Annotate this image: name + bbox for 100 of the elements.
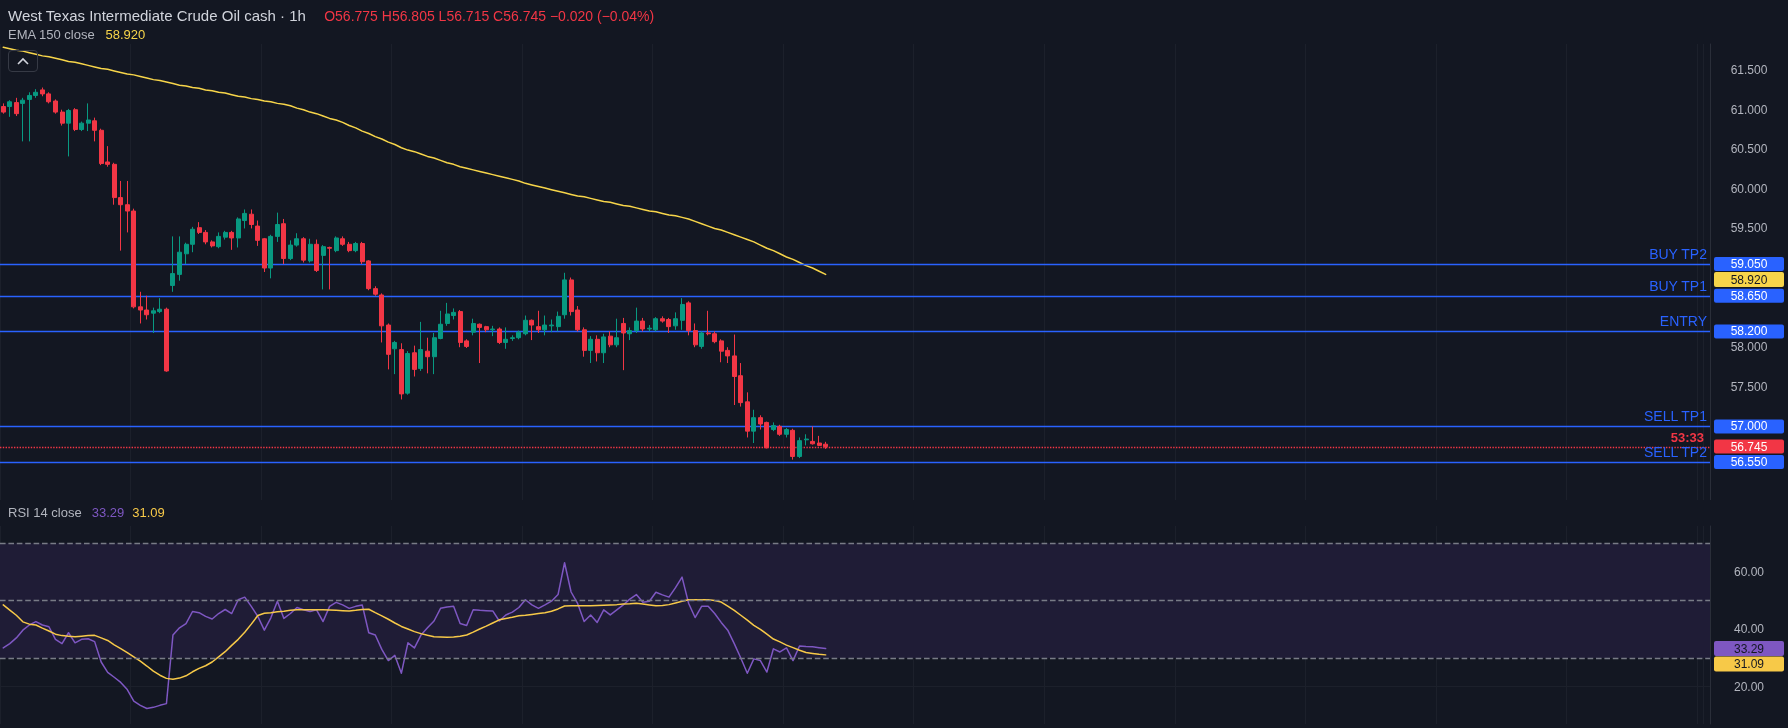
ref-line-label: SELL TP1: [1643, 408, 1708, 425]
candlestick: [608, 330, 613, 348]
candlestick: [73, 107, 78, 132]
y-tick-label: 60.500: [1730, 142, 1768, 157]
candlestick: [680, 297, 685, 331]
candlestick: [66, 108, 71, 157]
y-tick-label: 20.00: [1733, 679, 1765, 694]
ref-line-label: BUY TP1: [1649, 277, 1708, 294]
candlestick: [347, 241, 352, 253]
candlestick: [640, 317, 645, 332]
y-tick-label: 58.200: [1730, 324, 1768, 339]
candlestick: [262, 237, 267, 273]
candlestick: [92, 117, 97, 142]
candlestick: [275, 212, 280, 243]
candlestick: [314, 239, 319, 273]
candlestick: [79, 121, 84, 132]
candlestick: [699, 330, 704, 350]
candlestick: [177, 235, 182, 282]
candlestick: [281, 218, 286, 265]
y-tick-label: 59.050: [1730, 257, 1768, 272]
candlestick: [588, 335, 593, 364]
y-tick-label: 58.000: [1730, 340, 1768, 355]
candlestick: [771, 421, 776, 432]
line-series: [2, 599, 827, 680]
text: 58.920: [1730, 272, 1768, 287]
candlestick: [308, 238, 313, 263]
candlestick: [223, 230, 228, 241]
candlestick: [556, 311, 561, 332]
y-tick-label: 57.500: [1730, 379, 1768, 394]
ref-line-label: SELL TP2: [1643, 444, 1708, 460]
annotation: 53:33: [1670, 429, 1704, 445]
candlestick: [777, 424, 782, 437]
candlestick: [477, 322, 482, 364]
candlestick: [164, 307, 169, 373]
candlestick: [529, 319, 534, 341]
text: O56.775 H56.805 L56.715 C56.745 −0.020 (−0.04%): [324, 8, 655, 24]
candlestick: [7, 99, 12, 118]
ref-line-label: BUY TP2: [1649, 246, 1708, 263]
candlestick: [425, 337, 430, 374]
candlestick: [490, 325, 495, 337]
series-label: EMA 150 close: [8, 27, 95, 42]
candlestick: [418, 321, 423, 372]
candlestick: [601, 333, 606, 364]
candlestick: [399, 342, 404, 400]
text: 33.29: [91, 505, 125, 520]
text: 31.09: [132, 505, 165, 520]
candlestick: [249, 208, 254, 229]
candlestick: [536, 310, 541, 334]
y-tick-label: 40.00: [1733, 622, 1765, 637]
candlestick: [412, 345, 417, 377]
candlestick: [484, 325, 489, 333]
candlestick: [268, 234, 273, 279]
y-tick-label: 56.745: [1730, 439, 1768, 454]
y-tick-label: 61.500: [1730, 63, 1768, 78]
candlestick: [542, 315, 547, 336]
candlestick: [621, 317, 626, 371]
candlestick: [804, 433, 809, 446]
candlestick: [634, 307, 639, 334]
candlestick: [327, 246, 332, 290]
candlestick: [693, 322, 698, 348]
y-tick-label: 61.000: [1730, 102, 1768, 117]
candlestick: [1, 102, 6, 115]
candlestick: [392, 340, 397, 375]
text: 33.29: [1733, 641, 1765, 656]
line-series: [2, 46, 827, 276]
candlestick: [20, 97, 25, 142]
chart-title: West Texas Intermediate Crude Oil cash · 1h: [8, 7, 306, 24]
candlestick: [386, 322, 391, 370]
y-tick-label: 57.000: [1730, 419, 1768, 434]
candlestick: [673, 311, 678, 331]
ref-line-label: ENTRY: [1659, 313, 1708, 330]
candlestick: [216, 231, 221, 249]
candlestick: [810, 425, 815, 446]
candlestick: [582, 326, 587, 358]
candlestick: [301, 236, 306, 263]
candlestick: [745, 391, 750, 438]
candlestick: [503, 326, 508, 350]
candlestick: [86, 102, 91, 132]
y-tick-label: 56.550: [1730, 455, 1768, 469]
candlestick: [562, 272, 567, 320]
candlestick: [334, 235, 339, 253]
candlestick: [53, 98, 58, 115]
text: 58.920: [105, 27, 146, 42]
candlestick: [60, 109, 65, 127]
candlestick: [595, 334, 600, 362]
y-tick-label: 60.000: [1730, 181, 1768, 196]
candlestick: [405, 350, 410, 396]
candlestick: [751, 409, 756, 444]
candlestick: [497, 326, 502, 345]
text: RSI 14 close: [8, 505, 82, 520]
candlestick: [340, 235, 345, 247]
y-tick-label: 60.00: [1733, 564, 1765, 579]
candlestick: [471, 318, 476, 336]
candlestick: [523, 315, 528, 336]
candlestick: [549, 319, 554, 333]
y-tick-label: 58.650: [1730, 288, 1768, 303]
candlestick: [797, 436, 802, 459]
text: 31.09: [1733, 657, 1765, 672]
candlestick: [686, 300, 691, 336]
candlestick: [784, 427, 789, 438]
